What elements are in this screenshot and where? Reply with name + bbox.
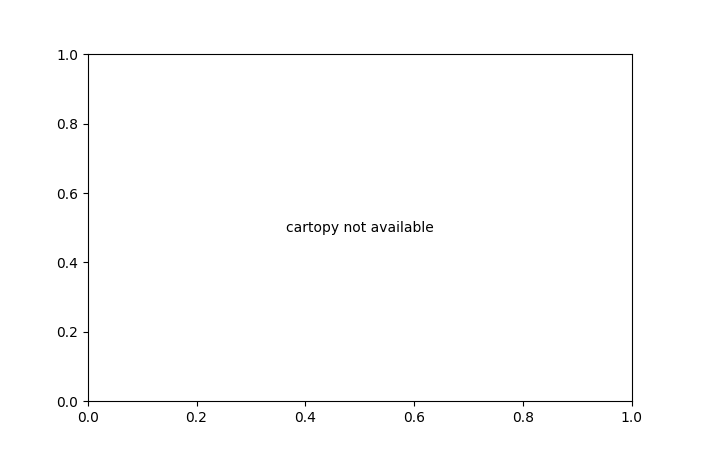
Text: cartopy not available: cartopy not available: [286, 221, 434, 235]
